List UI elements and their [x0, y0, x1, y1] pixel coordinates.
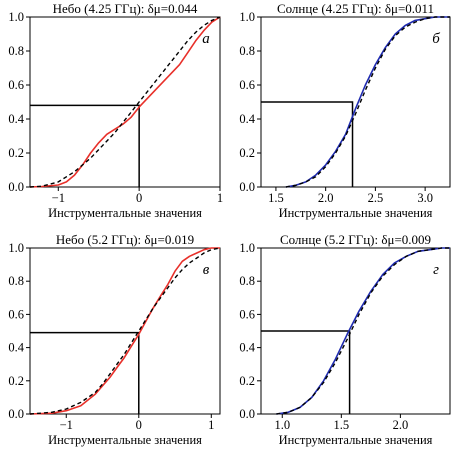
y-tick-label: 1.0 [239, 241, 255, 255]
panel-letter: г [433, 262, 439, 278]
x-tick-label: 2.0 [318, 191, 334, 205]
y-tick-label: 0.8 [8, 274, 24, 288]
chart-panel-3: Небо (5.2 ГГц): δμ=0.019 0.0 0.2 0.4 0.6 0.8 1… [8, 232, 221, 447]
chart-panel-1: Небо (4.25 ГГц): δμ=0.044 0.0 0.2 0.4 0.6 0.8… [8, 1, 223, 220]
reference-line [30, 104, 140, 187]
empirical-cdf-line [276, 247, 450, 415]
x-axis-label: Инструментальные значения [48, 433, 202, 447]
x-tick-label: 2.5 [368, 191, 384, 205]
x-tick-label: 1.5 [268, 191, 284, 205]
x-tick-label: 1 [208, 418, 214, 432]
theoretical-cdf-line [29, 247, 221, 415]
y-tick-label: 0.2 [239, 146, 255, 160]
y-tick-label: 0.8 [8, 44, 24, 58]
x-tick-label: 1 [217, 191, 223, 205]
y-tick-label: 0.0 [8, 407, 24, 421]
theoretical-cdf-line [285, 16, 450, 188]
x-tick-label: 3.0 [417, 191, 433, 205]
theoretical-cdf-line [29, 16, 221, 188]
chart-title: Солнце (4.25 ГГц): δμ=0.011 [277, 1, 434, 16]
x-tick-label: 1.5 [334, 418, 350, 432]
panel-letter: б [432, 31, 440, 47]
y-tick-label: 1.0 [8, 241, 24, 255]
plot-frame [29, 247, 221, 415]
theoretical-cdf-line [276, 247, 450, 415]
empirical-cdf-line [29, 16, 221, 188]
empirical-cdf-line [29, 247, 220, 415]
plot-frame [29, 16, 221, 188]
y-tick-label: 0.4 [8, 341, 24, 355]
y-tick-label: 0.6 [8, 307, 24, 321]
x-axis-label: Инструментальные значения [279, 433, 433, 447]
y-tick-label: 0.4 [8, 112, 24, 126]
y-tick-label: 0.0 [239, 180, 255, 194]
y-tick-label: 0.8 [239, 274, 255, 288]
x-tick-label: 0 [136, 191, 142, 205]
y-tick-label: 0.2 [239, 374, 255, 388]
chart-title: Солнце (5.2 ГГц): δμ=0.009 [280, 232, 431, 247]
y-tick-label: 0.2 [8, 146, 24, 160]
reference-line [261, 330, 351, 414]
y-tick-label: 0.4 [239, 341, 255, 355]
x-axis-label: Инструментальные значения [48, 206, 202, 220]
x-tick-label: 2.0 [393, 418, 409, 432]
reference-line [261, 101, 354, 187]
x-tick-label: 1.0 [274, 418, 290, 432]
y-tick-label: 0.0 [239, 407, 255, 421]
panel-letter: в [203, 262, 210, 278]
y-tick-label: 0.6 [8, 78, 24, 92]
y-tick-label: 0.6 [239, 78, 255, 92]
y-tick-label: 0.6 [239, 307, 255, 321]
chart-panel-4: Солнце (5.2 ГГц): δμ=0.009 0.0 0.2 0.4 0.6 0.… [239, 232, 451, 447]
y-tick-label: 0.8 [239, 44, 255, 58]
reference-line [30, 331, 140, 414]
chart-title: Небо (4.25 ГГц): δμ=0.044 [53, 1, 198, 16]
y-tick-label: 1.0 [8, 10, 24, 24]
panel-letter: а [202, 31, 210, 47]
y-tick-label: 0.2 [8, 374, 24, 388]
chart-panel-2: Солнце (4.25 ГГц): δμ=0.011 0.0 0.2 0.4 0.6 0… [239, 1, 451, 220]
y-tick-label: 0.0 [8, 180, 24, 194]
x-tick-label: 0 [136, 418, 142, 432]
chart-title: Небо (5.2 ГГц): δμ=0.019 [56, 232, 194, 247]
empirical-cdf-line [285, 16, 450, 188]
x-tick-label: −1 [60, 418, 73, 432]
x-tick-label: −1 [52, 191, 65, 205]
y-tick-label: 1.0 [239, 10, 255, 24]
y-tick-label: 0.4 [239, 112, 255, 126]
x-axis-label: Инструментальные значения [279, 206, 433, 220]
